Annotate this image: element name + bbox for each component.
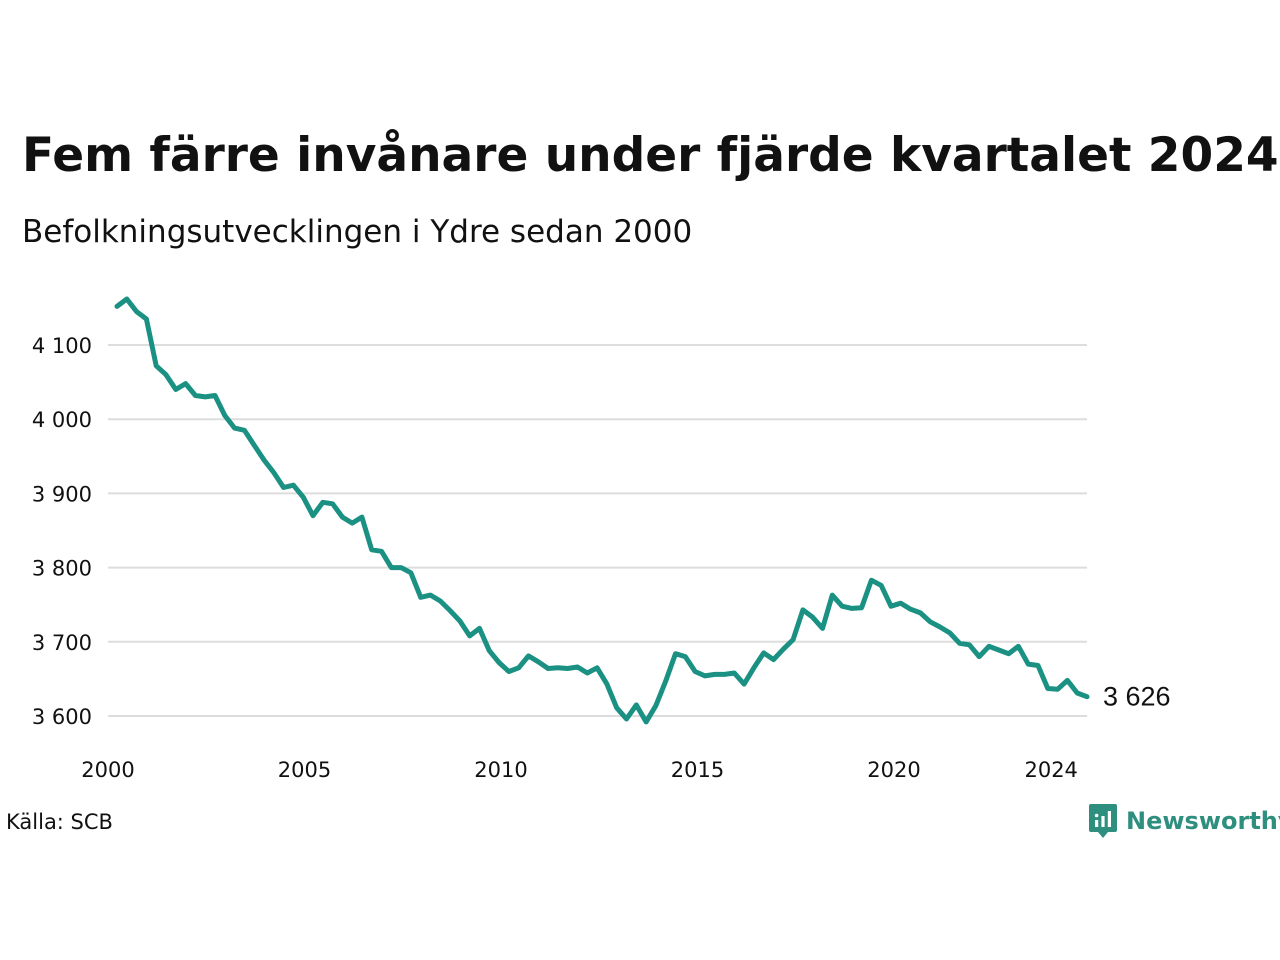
series-line bbox=[114, 296, 1090, 725]
newsworthy-logo-icon bbox=[1089, 804, 1117, 838]
chart-subtitle: Befolkningsutvecklingen i Ydre sedan 200… bbox=[22, 214, 693, 250]
series-layer: 3 626 bbox=[114, 296, 1171, 725]
x-tick-label: 2010 bbox=[474, 758, 527, 782]
x-tick-label: 2015 bbox=[671, 758, 724, 782]
x-tick-label: 2024 bbox=[1024, 758, 1077, 782]
y-tick-label: 4 000 bbox=[32, 408, 92, 432]
y-tick-label: 3 800 bbox=[32, 557, 92, 581]
y-axis-ticks: 3 600 3 700 3 800 3 900 4 000 4 100 bbox=[32, 334, 92, 729]
y-tick-label: 4 100 bbox=[32, 334, 92, 358]
y-tick-label: 3 700 bbox=[32, 631, 92, 655]
y-tick-label: 3 600 bbox=[32, 705, 92, 729]
x-tick-label: 2020 bbox=[867, 758, 920, 782]
grid-lines bbox=[108, 344, 1087, 717]
end-value-label: 3 626 bbox=[1103, 682, 1171, 712]
source-note: Källa: SCB bbox=[6, 810, 113, 834]
brand-name: Newsworthy bbox=[1126, 807, 1280, 835]
brand-logo: Newsworthy bbox=[1088, 802, 1280, 840]
x-tick-label: 2005 bbox=[278, 758, 331, 782]
x-tick-label: 2000 bbox=[81, 758, 134, 782]
chart-title: Fem färre invånare under fjärde kvartale… bbox=[22, 128, 1279, 183]
y-tick-label: 3 900 bbox=[32, 482, 92, 506]
x-axis-ticks: 2000 2005 2010 2015 2020 2024 bbox=[81, 758, 1078, 782]
